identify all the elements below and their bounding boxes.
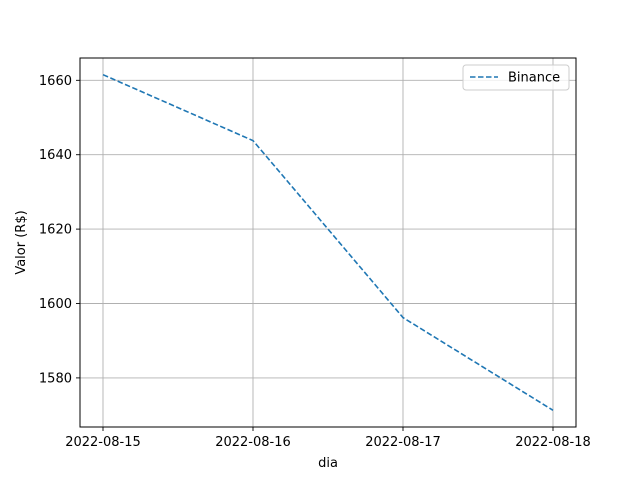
plot-frame xyxy=(79,57,577,428)
x-tick-label: 2022-08-16 xyxy=(215,435,291,450)
y-tick-label: 1600 xyxy=(39,297,72,312)
x-tick-label: 2022-08-17 xyxy=(365,435,441,450)
series-lines xyxy=(102,73,554,411)
y-tick-label: 1580 xyxy=(39,371,72,386)
grid-lines xyxy=(80,58,576,427)
x-axis-title: dia xyxy=(318,456,338,471)
y-axis-title: Valor (R$) xyxy=(14,210,29,274)
y-axis-ticks: 1580 1600 1620 1640 1660 xyxy=(39,74,80,386)
y-tick-label: 1620 xyxy=(39,223,72,238)
legend-box xyxy=(462,64,570,91)
legend: Binance xyxy=(462,64,570,91)
x-tick-label: 2022-08-15 xyxy=(65,435,141,450)
series-line-binance xyxy=(102,73,554,411)
y-tick-label: 1640 xyxy=(39,148,72,163)
x-axis-ticks: 2022-08-15 2022-08-16 2022-08-17 2022-08-18 xyxy=(65,427,591,450)
legend-label-binance: Binance xyxy=(508,71,560,86)
y-tick-label: 1660 xyxy=(39,74,72,89)
x-tick-label: 2022-08-18 xyxy=(515,435,591,450)
plot-area xyxy=(80,58,576,427)
